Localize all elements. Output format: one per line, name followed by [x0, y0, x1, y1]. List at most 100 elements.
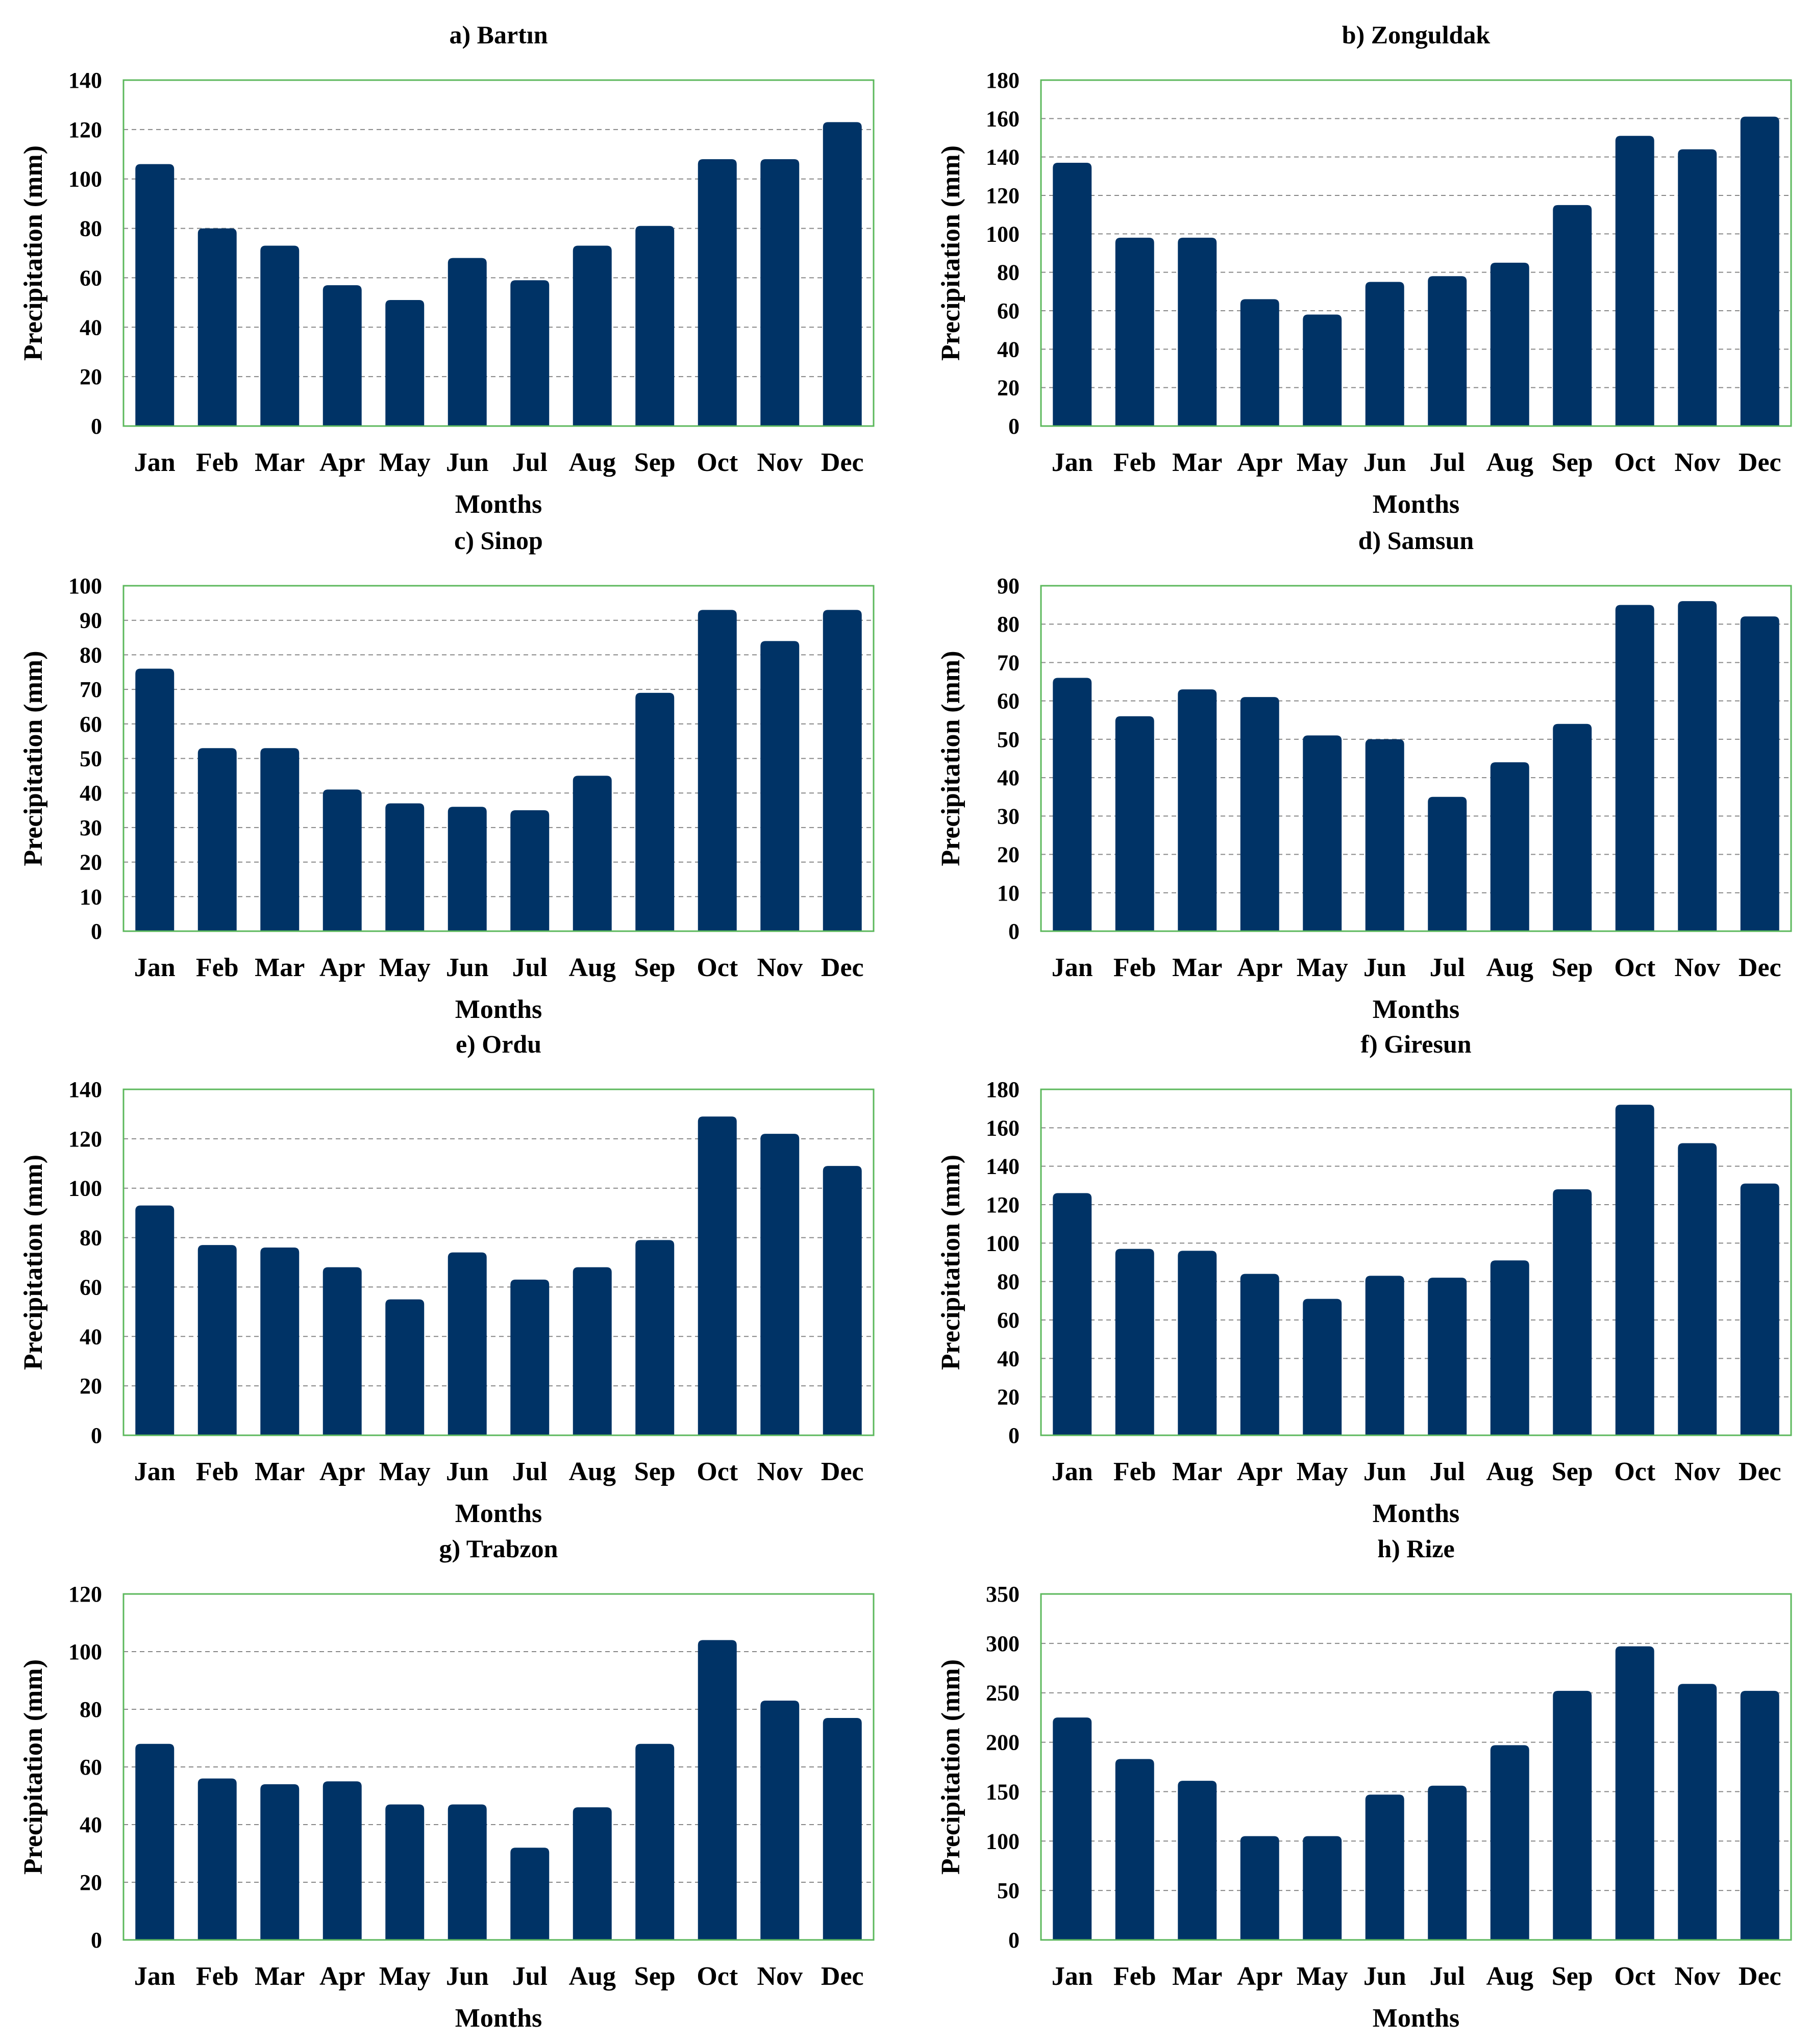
chart-3-bar-oct	[1615, 605, 1654, 931]
chart-1-xtick-label-may: May	[1297, 448, 1348, 477]
chart-6-xtick-label-jun: Jun	[446, 1962, 489, 1991]
chart-3-xtick-label-sep: Sep	[1552, 953, 1593, 982]
chart-4-bar-jul	[510, 1279, 550, 1435]
chart-1-bar-dec	[1740, 116, 1779, 427]
chart-5-xtick-label-jul: Jul	[1430, 1457, 1465, 1486]
chart-4-bar-nov	[760, 1134, 800, 1435]
chart-1-ytick-label-9: 180	[986, 68, 1020, 93]
chart-2-ytick-label-0: 0	[91, 919, 102, 944]
chart-5-xtick-label-dec: Dec	[1739, 1457, 1781, 1486]
chart-7-bar-dec	[1740, 1690, 1779, 1940]
chart-1-plot-frame	[1040, 79, 1792, 427]
chart-5-bar-mar	[1178, 1251, 1217, 1435]
chart-2-bar-jul	[510, 810, 550, 931]
chart-3-bar-nov	[1678, 601, 1717, 931]
chart-6-xtick-label-mar: Mar	[255, 1962, 305, 1991]
chart-7-xtick-label-apr: Apr	[1237, 1962, 1283, 1991]
chart-3-ytick-label-8: 80	[997, 612, 1020, 637]
chart-7-ytick-label-6: 300	[986, 1631, 1020, 1656]
chart-5-xtick-label-aug: Aug	[1486, 1457, 1533, 1486]
chart-1-xtick-label-jun: Jun	[1363, 448, 1406, 477]
chart-4-bar-oct	[698, 1116, 737, 1435]
chart-7-bar-aug	[1490, 1745, 1529, 1940]
chart-4-ytick-label-6: 120	[68, 1127, 102, 1152]
chart-1-x-axis-label: Months	[1373, 490, 1459, 519]
chart-3-xtick-label-mar: Mar	[1172, 953, 1222, 982]
chart-0-ytick-label-5: 100	[68, 167, 102, 192]
chart-5-xtick-label-nov: Nov	[1674, 1457, 1720, 1486]
chart-6-bar-nov	[760, 1701, 800, 1940]
chart-1-bar-mar	[1178, 237, 1217, 426]
chart-0-bar-aug	[573, 245, 612, 426]
chart-3-ytick-label-6: 60	[997, 689, 1020, 714]
chart-0-ytick-label-6: 120	[68, 117, 102, 142]
chart-5-ytick-label-8: 160	[986, 1115, 1020, 1140]
chart-7-bar-feb	[1115, 1759, 1154, 1940]
chart-3-bar-jan	[1053, 678, 1092, 931]
chart-0-panel: a) Bartın 0 20 40 60 80 100 120 140 Jan Feb Mar Apr M…	[19, 20, 875, 519]
chart-0-ytick-label-3: 60	[80, 265, 102, 290]
chart-1-xtick-label-feb: Feb	[1113, 448, 1156, 477]
chart-5-bar-sep	[1553, 1189, 1592, 1435]
chart-2-ytick-label-8: 80	[80, 642, 102, 667]
chart-1-ytick-label-4: 80	[997, 260, 1020, 285]
chart-0-xtick-label-mar: Mar	[255, 448, 305, 477]
chart-6-xtick-label-oct: Oct	[697, 1962, 738, 1991]
chart-6-ytick-label-6: 120	[68, 1582, 102, 1607]
chart-2-xtick-label-jun: Jun	[446, 953, 489, 982]
chart-0-ytick-label-4: 80	[80, 216, 102, 241]
chart-5-bar-apr	[1240, 1274, 1279, 1435]
chart-7-xtick-label-jan: Jan	[1052, 1962, 1093, 1991]
chart-0-plot-frame	[122, 79, 875, 427]
chart-0-bar-may	[385, 300, 425, 426]
chart-4-plot-frame	[122, 1088, 875, 1436]
chart-6-bar-jul	[510, 1848, 550, 1940]
chart-4-xtick-label-may: May	[379, 1457, 431, 1486]
chart-5-bar-nov	[1678, 1143, 1717, 1435]
chart-2-ytick-label-7: 70	[80, 677, 102, 702]
chart-0-xtick-label-dec: Dec	[821, 448, 864, 477]
chart-3-xtick-label-dec: Dec	[1739, 953, 1781, 982]
chart-4-bar-dec	[823, 1166, 862, 1435]
chart-5-ytick-label-3: 60	[997, 1308, 1020, 1333]
chart-7-xtick-label-mar: Mar	[1172, 1962, 1222, 1991]
chart-4-ytick-label-2: 40	[80, 1324, 102, 1349]
chart-1-bar-feb	[1115, 237, 1154, 426]
chart-0-x-axis-label: Months	[455, 490, 542, 519]
chart-4-xtick-label-nov: Nov	[757, 1457, 803, 1486]
chart-7-xtick-label-jul: Jul	[1430, 1962, 1465, 1991]
chart-2-bar-apr	[322, 789, 362, 931]
chart-7-title: h) Rize	[1377, 1534, 1454, 1563]
chart-0-ytick-label-2: 40	[80, 315, 102, 340]
chart-7-xtick-label-dec: Dec	[1739, 1962, 1781, 1991]
chart-7-bar-jul	[1428, 1785, 1467, 1940]
chart-4-xtick-label-aug: Aug	[569, 1457, 616, 1486]
chart-6-xtick-label-nov: Nov	[757, 1962, 803, 1991]
chart-5-ytick-label-7: 140	[986, 1154, 1020, 1179]
chart-1-bar-nov	[1678, 149, 1717, 427]
chart-6-ytick-label-5: 100	[68, 1639, 102, 1664]
chart-6-xtick-label-feb: Feb	[196, 1962, 239, 1991]
chart-7-bar-jan	[1053, 1717, 1092, 1940]
chart-3-xtick-label-jan: Jan	[1052, 953, 1093, 982]
chart-4-bar-mar	[260, 1247, 300, 1435]
chart-4-ytick-label-7: 140	[68, 1077, 102, 1102]
chart-4-bar-apr	[322, 1267, 362, 1435]
chart-5-plot-frame	[1040, 1088, 1792, 1436]
chart-2-xtick-label-aug: Aug	[569, 953, 616, 982]
chart-3-bar-apr	[1240, 697, 1279, 931]
chart-4-title: e) Ordu	[456, 1030, 541, 1058]
chart-5-ytick-label-5: 100	[986, 1231, 1020, 1256]
chart-7-xtick-label-may: May	[1297, 1962, 1348, 1991]
chart-7-ytick-label-0: 0	[1008, 1928, 1020, 1953]
chart-2-panel: c) Sinop 0 10 20 30 40 50 60 70 80 90 100 Jan Feb Mar A…	[19, 526, 875, 1024]
chart-2-xtick-label-jan: Jan	[134, 953, 176, 982]
chart-6-ytick-label-0: 0	[91, 1928, 102, 1953]
chart-6-xtick-label-jan: Jan	[134, 1962, 176, 1991]
chart-2-ytick-label-10: 100	[68, 574, 102, 599]
chart-1-ytick-label-1: 20	[997, 376, 1020, 401]
chart-4-xtick-label-jan: Jan	[134, 1457, 176, 1486]
chart-1-xtick-label-apr: Apr	[1237, 448, 1283, 477]
chart-0-xtick-label-jun: Jun	[446, 448, 489, 477]
chart-7-bar-apr	[1240, 1836, 1279, 1940]
